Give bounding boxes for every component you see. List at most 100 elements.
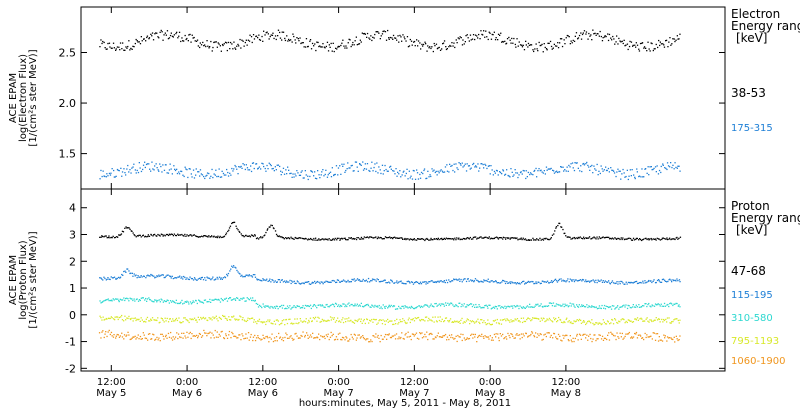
data-point — [160, 29, 162, 32]
data-point — [195, 300, 197, 302]
data-point — [407, 238, 409, 240]
data-point — [663, 334, 665, 336]
data-point — [592, 237, 594, 239]
data-point — [233, 168, 235, 170]
data-point — [333, 339, 336, 341]
data-point — [312, 239, 314, 241]
data-point — [453, 305, 455, 308]
data-point — [406, 306, 408, 308]
data-point — [437, 304, 439, 306]
data-point — [446, 281, 449, 284]
data-point — [253, 321, 255, 323]
data-point — [596, 163, 598, 166]
data-point — [99, 300, 101, 302]
data-point — [115, 335, 117, 337]
data-point — [535, 332, 537, 334]
data-point — [541, 339, 543, 341]
data-point — [455, 321, 457, 323]
data-point — [658, 303, 660, 306]
data-point — [377, 31, 379, 33]
data-point — [510, 282, 512, 285]
data-point — [232, 222, 234, 224]
data-point — [100, 302, 102, 304]
data-point — [598, 170, 600, 172]
data-point — [368, 341, 370, 343]
data-point — [516, 333, 518, 335]
data-point — [397, 282, 399, 284]
data-point — [226, 300, 229, 302]
data-point — [333, 50, 335, 53]
data-point — [549, 319, 551, 321]
data-point — [290, 39, 292, 41]
data-point — [591, 237, 593, 240]
data-point — [668, 279, 670, 281]
data-point — [106, 318, 108, 320]
data-point — [257, 335, 259, 337]
data-point — [159, 31, 161, 33]
data-point — [139, 167, 141, 169]
data-point — [441, 336, 444, 338]
data-point — [229, 225, 232, 227]
data-point — [495, 333, 497, 335]
data-point — [564, 303, 566, 305]
data-point — [611, 281, 613, 284]
data-point — [111, 277, 114, 279]
data-point — [538, 281, 540, 283]
data-point — [481, 237, 483, 239]
data-point — [242, 40, 244, 42]
data-point — [254, 234, 256, 236]
data-point — [298, 40, 300, 42]
data-point — [539, 44, 541, 47]
data-point — [318, 238, 320, 240]
data-point — [138, 41, 140, 43]
data-point — [299, 307, 302, 309]
data-point — [611, 318, 613, 321]
data-point — [142, 234, 144, 236]
data-point — [381, 338, 384, 340]
data-point — [412, 318, 414, 320]
data-point — [190, 234, 192, 236]
data-point — [482, 306, 484, 309]
data-point — [613, 170, 615, 172]
data-point — [337, 317, 339, 319]
data-point — [300, 237, 302, 239]
data-point — [484, 163, 486, 165]
data-point — [386, 282, 388, 284]
data-point — [493, 170, 496, 173]
data-point — [312, 332, 314, 334]
data-point — [221, 330, 223, 333]
data-point — [582, 279, 585, 281]
data-point — [424, 304, 426, 306]
data-point — [189, 33, 191, 36]
data-point — [578, 237, 580, 239]
data-point — [280, 174, 282, 176]
data-point — [304, 304, 307, 307]
data-point — [487, 38, 489, 41]
data-point — [134, 275, 136, 277]
legend-entry: 795-1193 — [731, 336, 779, 347]
data-point — [129, 318, 131, 320]
data-point — [348, 340, 350, 342]
data-point — [340, 304, 342, 307]
data-point — [559, 319, 562, 321]
data-point — [602, 280, 604, 282]
data-point — [435, 238, 438, 240]
data-point — [295, 332, 297, 335]
data-point — [155, 319, 157, 321]
data-point — [627, 304, 629, 307]
data-point — [269, 226, 271, 228]
data-point — [236, 297, 238, 299]
data-point — [156, 301, 158, 303]
data-point — [157, 299, 159, 302]
data-point — [279, 337, 281, 339]
data-point — [263, 305, 265, 307]
data-point — [600, 35, 602, 38]
data-point — [405, 322, 407, 325]
data-point — [202, 316, 205, 319]
data-point — [420, 305, 422, 307]
data-point — [477, 306, 479, 308]
data-point — [283, 319, 285, 321]
data-point — [532, 306, 534, 308]
data-point — [284, 324, 286, 326]
